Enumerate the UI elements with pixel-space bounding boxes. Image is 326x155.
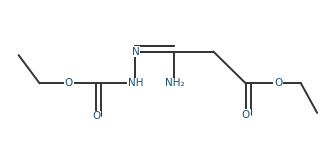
Text: NH: NH bbox=[128, 78, 143, 88]
Text: O: O bbox=[274, 78, 282, 88]
Text: O: O bbox=[65, 78, 73, 88]
Text: N: N bbox=[131, 46, 139, 57]
Text: NH₂: NH₂ bbox=[165, 78, 184, 88]
Text: O: O bbox=[242, 110, 250, 120]
Text: O: O bbox=[92, 111, 101, 122]
